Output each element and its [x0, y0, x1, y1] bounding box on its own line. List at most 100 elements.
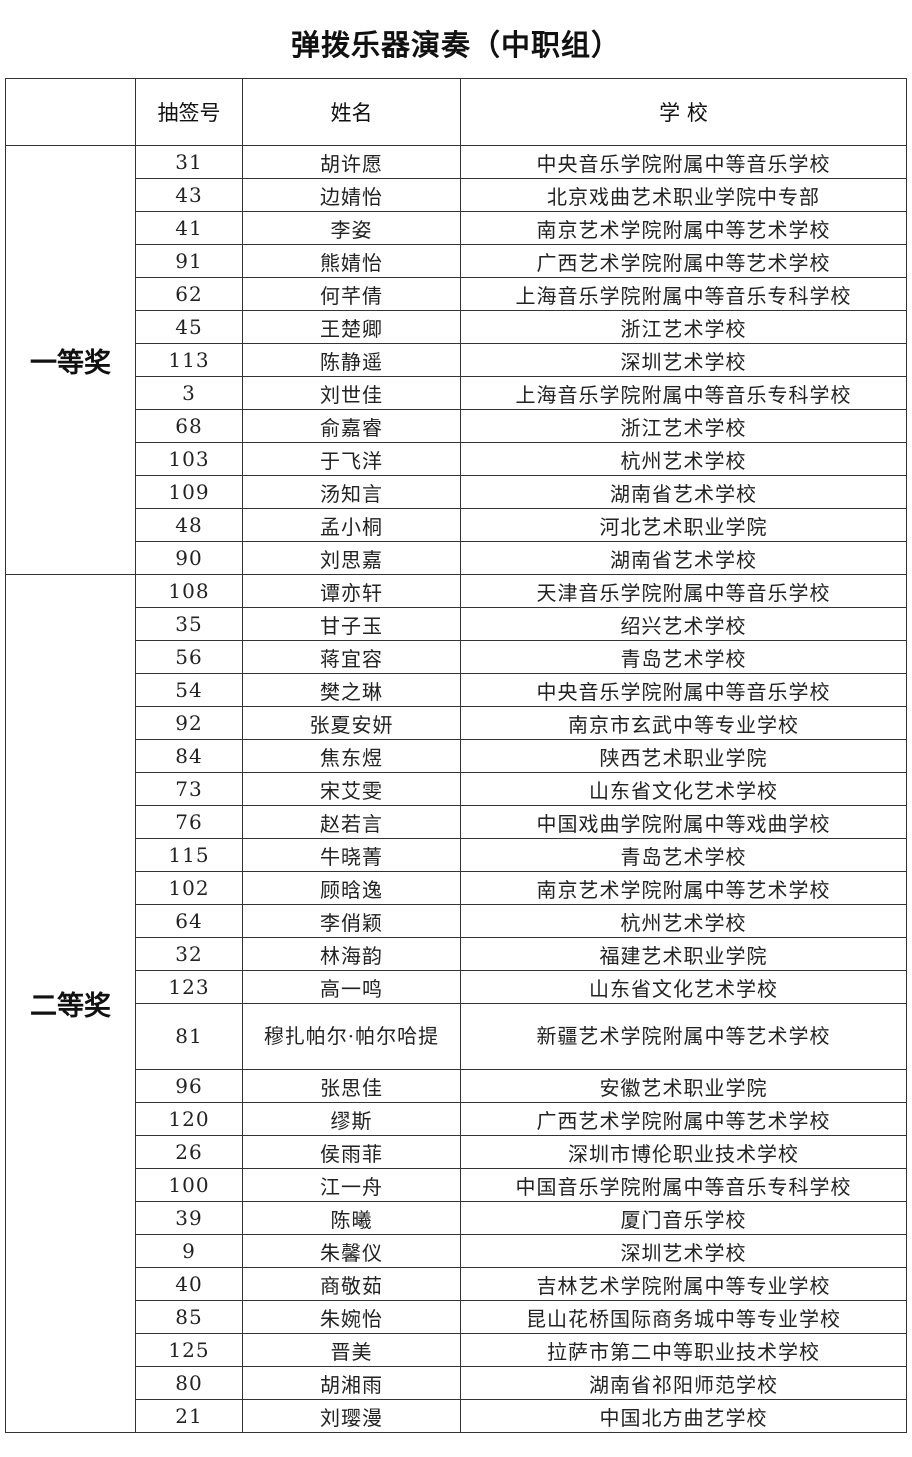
header-name: 姓名: [242, 78, 461, 146]
draw-number: 43: [135, 178, 243, 212]
school-name: 深圳艺术学校: [460, 1234, 907, 1268]
table-row: 103 于飞洋 杭州艺术学校: [6, 442, 907, 476]
draw-number: 64: [135, 904, 243, 938]
school-name: 新疆艺术学院附属中等艺术学校: [460, 1003, 907, 1070]
contestant-name: 王楚卿: [242, 310, 461, 344]
contestant-name: 晋美: [242, 1333, 461, 1367]
school-name: 广西艺术学院附属中等艺术学校: [460, 1102, 907, 1136]
school-name: 吉林艺术学院附属中等专业学校: [460, 1267, 907, 1301]
school-name: 青岛艺术学校: [460, 838, 907, 872]
table-row: 41 李姿 南京艺术学院附属中等艺术学校: [6, 211, 907, 245]
page-title: 弹拨乐器演奏（中职组）: [290, 28, 621, 62]
table-row: 85 朱婉怡 昆山花桥国际商务城中等专业学校: [6, 1300, 907, 1334]
contestant-name: 李俏颖: [242, 904, 461, 938]
draw-number: 109: [135, 475, 243, 509]
table-row: 123 高一鸣 山东省文化艺术学校: [6, 970, 907, 1004]
table-row: 45 王楚卿 浙江艺术学校: [6, 310, 907, 344]
contestant-name: 胡湘雨: [242, 1366, 461, 1400]
school-name: 浙江艺术学校: [460, 310, 907, 344]
table-row: 115 牛晓菁 青岛艺术学校: [6, 838, 907, 872]
table-row: 125 晋美 拉萨市第二中等职业技术学校: [6, 1333, 907, 1367]
award-level: 一等奖: [5, 145, 136, 575]
contestant-name: 陈静遥: [242, 343, 461, 377]
contestant-name: 焦东煜: [242, 739, 461, 773]
award-level: 二等奖: [5, 574, 136, 1433]
contestant-name: 熊婧怡: [242, 244, 461, 278]
school-name: 中国音乐学院附属中等音乐专科学校: [460, 1168, 907, 1202]
contestant-name: 缪斯: [242, 1102, 461, 1136]
draw-number: 21: [135, 1399, 243, 1433]
contestant-name: 刘璎漫: [242, 1399, 461, 1433]
draw-number: 48: [135, 508, 243, 542]
draw-number: 123: [135, 970, 243, 1004]
school-name: 浙江艺术学校: [460, 409, 907, 443]
draw-number: 32: [135, 937, 243, 971]
draw-number: 102: [135, 871, 243, 905]
school-name: 上海音乐学院附属中等音乐专科学校: [460, 277, 907, 311]
table-row: 40 商敬茹 吉林艺术学院附属中等专业学校: [6, 1267, 907, 1301]
contestant-name: 边婧怡: [242, 178, 461, 212]
header-number: 抽签号: [135, 78, 243, 146]
school-name: 山东省文化艺术学校: [460, 772, 907, 806]
draw-number: 73: [135, 772, 243, 806]
school-name: 中央音乐学院附属中等音乐学校: [460, 673, 907, 707]
draw-number: 81: [135, 1003, 243, 1070]
contestant-name: 朱馨仪: [242, 1234, 461, 1268]
table-row: 26 侯雨菲 深圳市博伦职业技术学校: [6, 1135, 907, 1169]
contestant-name: 陈曦: [242, 1201, 461, 1235]
draw-number: 39: [135, 1201, 243, 1235]
draw-number: 68: [135, 409, 243, 443]
table-row: 54 樊之琳 中央音乐学院附属中等音乐学校: [6, 673, 907, 707]
table-row: 64 李俏颖 杭州艺术学校: [6, 904, 907, 938]
contestant-name: 刘思嘉: [242, 541, 461, 575]
contestant-name: 牛晓菁: [242, 838, 461, 872]
contestant-name: 商敬茹: [242, 1267, 461, 1301]
draw-number: 9: [135, 1234, 243, 1268]
contestant-name: 谭亦轩: [242, 574, 461, 608]
draw-number: 92: [135, 706, 243, 740]
draw-number: 100: [135, 1168, 243, 1202]
contestant-name: 宋艾雯: [242, 772, 461, 806]
contestant-name: 侯雨菲: [242, 1135, 461, 1169]
draw-number: 115: [135, 838, 243, 872]
draw-number: 91: [135, 244, 243, 278]
table-row: 9 朱馨仪 深圳艺术学校: [6, 1234, 907, 1268]
table-row: 48 孟小桐 河北艺术职业学院: [6, 508, 907, 542]
contestant-name: 赵若言: [242, 805, 461, 839]
school-name: 青岛艺术学校: [460, 640, 907, 674]
draw-number: 40: [135, 1267, 243, 1301]
school-name: 南京艺术学院附属中等艺术学校: [460, 871, 907, 905]
table-row: 39 陈曦 厦门音乐学校: [6, 1201, 907, 1235]
school-name: 陕西艺术职业学院: [460, 739, 907, 773]
draw-number: 108: [135, 574, 243, 608]
table-row: 102 顾晗逸 南京艺术学院附属中等艺术学校: [6, 871, 907, 905]
contestant-name: 张思佳: [242, 1069, 461, 1103]
school-name: 广西艺术学院附属中等艺术学校: [460, 244, 907, 278]
draw-number: 120: [135, 1102, 243, 1136]
contestant-name: 甘子玉: [242, 607, 461, 641]
school-name: 中国北方曲艺学校: [460, 1399, 907, 1433]
school-name: 中央音乐学院附属中等音乐学校: [460, 145, 907, 179]
table-row: 3 刘世佳 上海音乐学院附属中等音乐专科学校: [6, 376, 907, 410]
draw-number: 41: [135, 211, 243, 245]
table-row: 56 蒋宜容 青岛艺术学校: [6, 640, 907, 674]
contestant-name: 胡许愿: [242, 145, 461, 179]
table-row: 35 甘子玉 绍兴艺术学校: [6, 607, 907, 641]
draw-number: 125: [135, 1333, 243, 1367]
school-name: 福建艺术职业学院: [460, 937, 907, 971]
contestant-name: 蒋宜容: [242, 640, 461, 674]
contestant-name: 林海韵: [242, 937, 461, 971]
school-name: 北京戏曲艺术职业学院中专部: [460, 178, 907, 212]
table-row: 73 宋艾雯 山东省文化艺术学校: [6, 772, 907, 806]
school-name: 天津音乐学院附属中等音乐学校: [460, 574, 907, 608]
school-name: 昆山花桥国际商务城中等专业学校: [460, 1300, 907, 1334]
table-row: 109 汤知言 湖南省艺术学校: [6, 475, 907, 509]
draw-number: 35: [135, 607, 243, 641]
draw-number: 45: [135, 310, 243, 344]
contestant-name: 何芊倩: [242, 277, 461, 311]
draw-number: 103: [135, 442, 243, 476]
draw-number: 90: [135, 541, 243, 575]
contestant-name: 孟小桐: [242, 508, 461, 542]
awards-table: 抽签号 姓名 学 校 一等奖 31 胡许愿 中央音乐学院附属中等音乐学校 43 边婧怡 北京…: [5, 78, 907, 1433]
table-row: 32 林海韵 福建艺术职业学院: [6, 937, 907, 971]
